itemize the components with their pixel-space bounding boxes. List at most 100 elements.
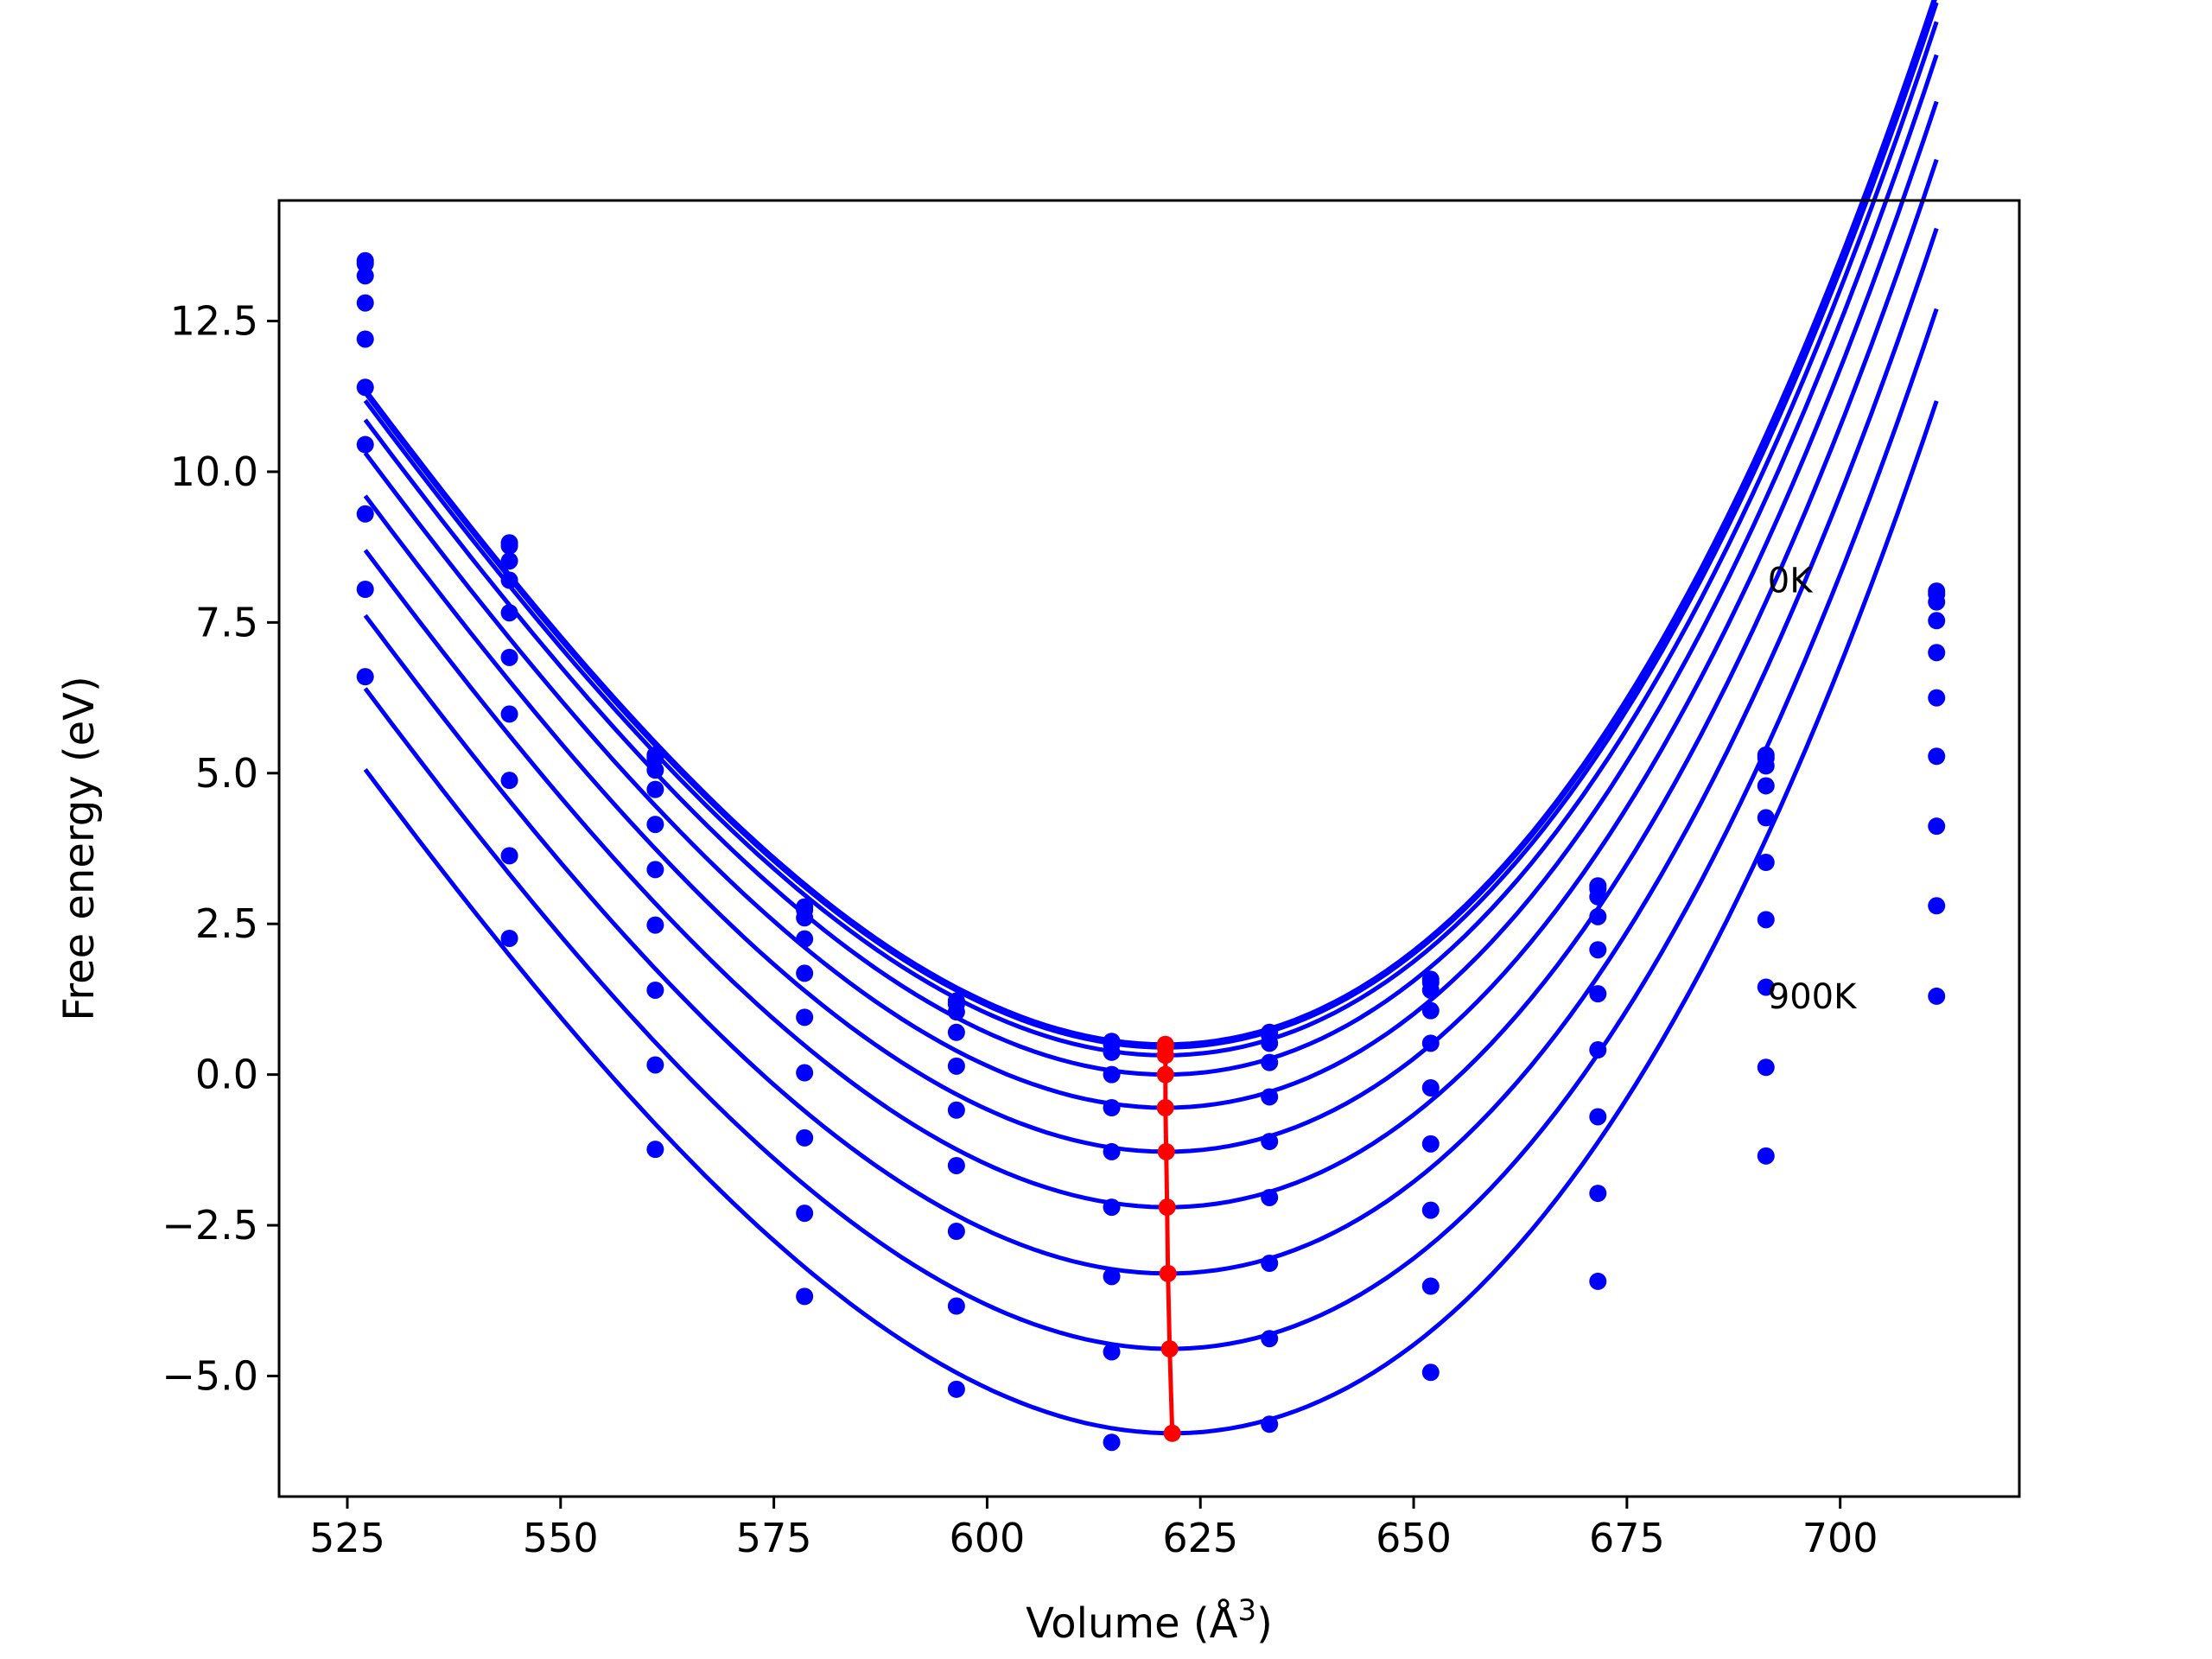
data-point [1757,809,1775,827]
data-point [356,581,374,598]
data-point [1261,1188,1279,1206]
data-point [1589,985,1607,1003]
fit-curve-6 [363,158,1939,1210]
data-point [646,916,664,934]
data-point [500,604,518,622]
data-point [1421,1078,1440,1096]
data-point [1261,1133,1279,1151]
data-point [1421,1201,1440,1219]
data-point [1757,911,1775,929]
data-point [356,330,374,348]
data-point [1103,1343,1121,1361]
fit-curve-4 [363,54,1939,1110]
data-point [1757,1147,1775,1165]
data-point [500,847,518,865]
data-point [1103,1268,1121,1286]
data-point [796,1064,814,1082]
x-axis-label: Volume (Å3) [1026,1593,1273,1648]
data-point [500,537,518,555]
data-point [1103,1099,1121,1116]
data-point [500,648,518,666]
data-point [1928,612,1946,630]
data-point [646,816,664,834]
data-point [1928,747,1946,766]
data-point [500,705,518,723]
data-point [1589,1185,1607,1203]
data-point [1757,978,1775,996]
data-point [796,1128,814,1147]
data-point [1928,817,1946,836]
x-tick-label: 575 [736,1515,812,1561]
data-point [500,552,518,570]
x-axis: 525 550 575 600 625 650 675 700 [309,1497,1878,1561]
data-point [646,780,664,798]
data-point [947,1023,965,1041]
data-point [1261,1053,1279,1071]
y-tick-label: 5.0 [195,750,258,797]
equilibrium-point [1156,1046,1174,1065]
x-tick-label: 600 [950,1515,1026,1561]
data-point [1589,1272,1607,1290]
data-point [1589,941,1607,959]
y-tick-label: 7.5 [195,599,258,645]
data-point [356,668,374,686]
data-point [356,267,374,285]
data-point [1928,689,1946,707]
data-point [1421,1277,1440,1295]
y-tick-label: 10.0 [170,448,258,495]
data-point [1261,1088,1279,1106]
fit-curve-2 [363,2,1939,1058]
equilibrium-point [1159,1264,1177,1282]
equilibrium-point [1157,1142,1175,1160]
data-point [947,1297,965,1315]
data-point [796,909,814,927]
data-point [796,964,814,982]
x-tick-label: 550 [523,1515,599,1561]
y-tick-label: 0.0 [195,1052,258,1098]
data-point [796,1287,814,1306]
data-point [646,861,664,879]
data-point [1103,1198,1121,1217]
data-point [356,505,374,523]
data-point [356,378,374,397]
data-point [500,571,518,589]
data-point [1103,1142,1121,1160]
data-point [1103,1065,1121,1084]
data-point [646,1141,664,1159]
plot-area [356,0,1946,1452]
equilibrium-point [1156,1099,1174,1116]
data-point [1757,777,1775,795]
y-axis-label: Free energy (eV) [55,676,104,1020]
equilibrium-point [1163,1424,1181,1442]
data-point [947,1101,965,1119]
fit-curve-1 [363,0,1937,1050]
data-point [947,1057,965,1075]
y-tick-label: −2.5 [162,1202,258,1249]
data-point [947,1380,965,1398]
fit-curve-5 [363,100,1939,1154]
data-point [947,1156,965,1174]
equilibrium-point [1158,1198,1176,1217]
x-tick-label: 650 [1376,1515,1452,1561]
data-point [1757,854,1775,872]
annotations: 0K 900K [1768,561,1858,1016]
x-tick-label: 700 [1802,1515,1878,1561]
y-tick-label: 12.5 [170,298,258,345]
y-axis: −5.0 −2.5 0.0 2.5 5.0 7.5 10.0 12.5 [162,298,279,1399]
fit-curve-7 [363,227,1939,1276]
axes-frame [277,199,2021,1498]
data-point [1261,1330,1279,1348]
data-point [356,255,374,273]
data-point [1928,987,1946,1005]
data-point [1928,897,1946,915]
data-point [646,749,664,767]
temperature-label: 900K [1768,977,1858,1017]
temperature-label: 0K [1768,561,1814,601]
data-point [646,981,664,999]
data-point [1421,1363,1440,1382]
data-point [1421,1135,1440,1153]
data-point [1261,1415,1279,1433]
fit-curve-3 [363,21,1939,1077]
